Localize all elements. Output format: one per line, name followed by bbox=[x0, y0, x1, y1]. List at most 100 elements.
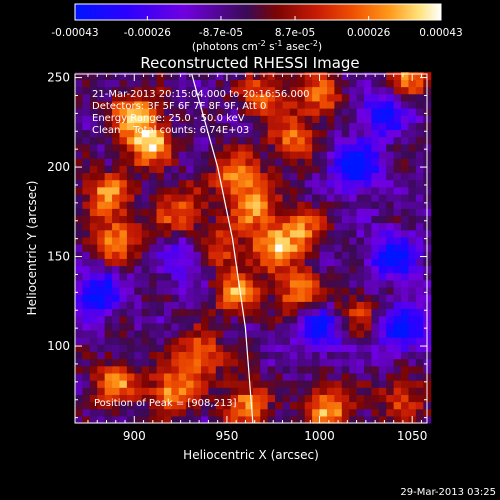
heatmap-cell bbox=[126, 351, 135, 360]
heatmap-cell bbox=[297, 308, 306, 317]
heatmap-cell bbox=[282, 172, 291, 181]
heatmap-cell bbox=[126, 179, 135, 188]
heatmap-cell bbox=[238, 351, 247, 360]
heatmap-cell bbox=[186, 272, 195, 281]
heatmap-cell bbox=[334, 279, 343, 288]
heatmap-cell bbox=[112, 158, 121, 166]
heatmap-cell bbox=[267, 415, 276, 424]
heatmap-cell bbox=[75, 79, 84, 88]
heatmap-cell bbox=[275, 308, 284, 317]
heatmap-cell bbox=[82, 222, 91, 231]
heatmap-cell bbox=[349, 337, 358, 345]
heatmap-cell bbox=[156, 165, 165, 174]
heatmap-cell bbox=[245, 294, 254, 302]
heatmap-cell bbox=[371, 193, 380, 202]
heatmap-cell bbox=[193, 136, 202, 145]
heatmap-cell bbox=[215, 408, 224, 417]
heatmap-cell bbox=[149, 251, 158, 259]
heatmap-cell bbox=[238, 258, 247, 267]
heatmap-cell bbox=[334, 294, 343, 302]
heatmap-cell bbox=[97, 122, 106, 131]
heatmap-cell bbox=[319, 344, 328, 353]
heatmap-cell bbox=[82, 286, 91, 295]
heatmap-cell bbox=[104, 229, 113, 238]
heatmap-cell bbox=[393, 129, 402, 138]
heatmap-cell bbox=[238, 244, 247, 252]
heatmap-cell bbox=[267, 408, 276, 417]
heatmap-cell bbox=[297, 86, 306, 95]
heatmap-cell bbox=[341, 193, 350, 202]
heatmap-cell bbox=[215, 401, 224, 410]
heatmap-cell bbox=[304, 158, 313, 166]
heatmap-cell bbox=[119, 337, 128, 345]
heatmap-cell bbox=[326, 186, 335, 195]
heatmap-cell bbox=[364, 322, 373, 331]
heatmap-cell bbox=[275, 201, 284, 209]
heatmap-cell bbox=[171, 193, 180, 202]
colorbar-tick-label: 0.00043 bbox=[419, 27, 462, 39]
heatmap-cell bbox=[371, 136, 380, 145]
heatmap-cell bbox=[319, 186, 328, 195]
heatmap-cell bbox=[304, 222, 313, 231]
heatmap-cell bbox=[119, 193, 128, 202]
heatmap-cell bbox=[319, 358, 328, 367]
heatmap-cell bbox=[356, 108, 365, 116]
heatmap-cell bbox=[393, 408, 402, 417]
heatmap-cell bbox=[282, 122, 291, 131]
heatmap-cell bbox=[178, 108, 187, 116]
heatmap-cell bbox=[238, 308, 247, 317]
heatmap-cell bbox=[230, 322, 239, 331]
heatmap-cell bbox=[393, 401, 402, 410]
heatmap-cell bbox=[119, 308, 128, 317]
heatmap-cell bbox=[364, 72, 373, 80]
heatmap-cell bbox=[356, 415, 365, 424]
heatmap-cell bbox=[89, 136, 98, 145]
heatmap-cell bbox=[156, 251, 165, 259]
heatmap-cell bbox=[378, 301, 387, 310]
x-tick-label: 900 bbox=[123, 429, 146, 443]
heatmap-cell bbox=[112, 136, 121, 145]
heatmap-cell bbox=[163, 236, 172, 245]
colorbar-tick-label: 8.7e-05 bbox=[275, 27, 315, 39]
heatmap-cell bbox=[126, 201, 135, 209]
heatmap-cell bbox=[208, 100, 217, 109]
heatmap-cell bbox=[126, 93, 135, 102]
heatmap-cell bbox=[193, 222, 202, 231]
heatmap-cell bbox=[415, 272, 424, 281]
heatmap-cell bbox=[386, 301, 395, 310]
heatmap-cell bbox=[356, 158, 365, 166]
heatmap-cell bbox=[97, 172, 106, 181]
heatmap-cell bbox=[215, 86, 224, 95]
heatmap-cell bbox=[97, 193, 106, 202]
heatmap-cell bbox=[134, 229, 143, 238]
heatmap-cell bbox=[267, 301, 276, 310]
heatmap-cell bbox=[349, 272, 358, 281]
heatmap-cell bbox=[223, 165, 232, 174]
heatmap-cell bbox=[223, 380, 232, 388]
heatmap-cell bbox=[282, 215, 291, 224]
heatmap-cell bbox=[75, 179, 84, 188]
heatmap-cell bbox=[304, 136, 313, 145]
heatmap-cell bbox=[282, 394, 291, 403]
heatmap-cell bbox=[371, 344, 380, 353]
heatmap-cell bbox=[193, 215, 202, 224]
heatmap-cell bbox=[401, 136, 410, 145]
heatmap-cell bbox=[75, 351, 84, 360]
heatmap-cell bbox=[82, 172, 91, 181]
heatmap-cell bbox=[401, 401, 410, 410]
heatmap-cell bbox=[364, 229, 373, 238]
heatmap-cell bbox=[282, 193, 291, 202]
heatmap-cell bbox=[364, 265, 373, 274]
heatmap-cell bbox=[149, 136, 158, 145]
heatmap-cell bbox=[401, 208, 410, 216]
heatmap-cell bbox=[141, 165, 150, 174]
heatmap-cell bbox=[208, 79, 217, 88]
heatmap-cell bbox=[178, 372, 187, 381]
y-tick-label: 100 bbox=[47, 339, 70, 353]
heatmap-cell bbox=[119, 172, 128, 181]
heatmap-cell bbox=[386, 265, 395, 274]
heatmap-cell bbox=[304, 401, 313, 410]
heatmap-cell bbox=[245, 265, 254, 274]
heatmap-cell bbox=[267, 79, 276, 88]
heatmap-cell bbox=[415, 222, 424, 231]
